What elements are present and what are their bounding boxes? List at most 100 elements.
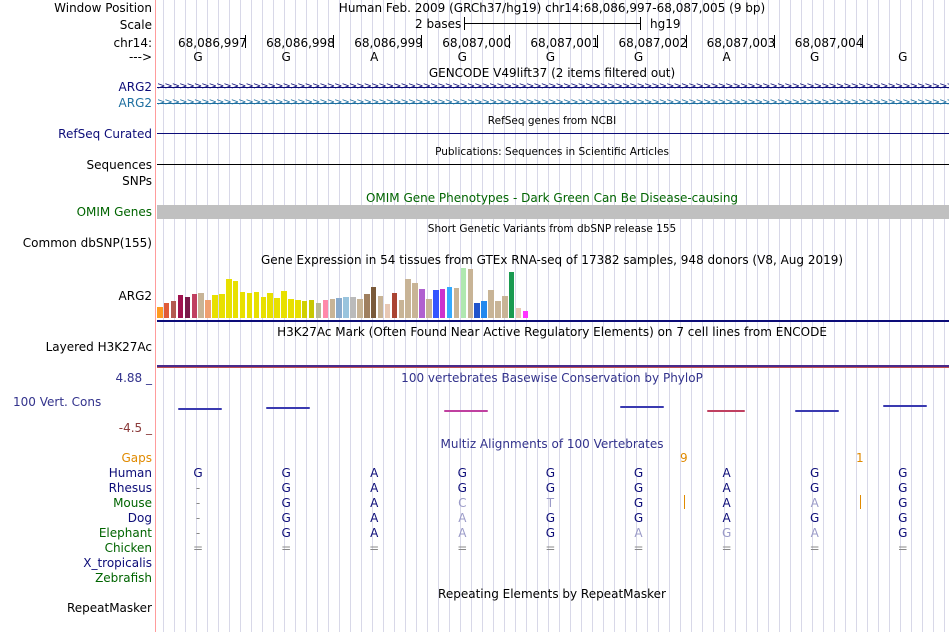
gtex-tissue-bar[interactable] [308,300,315,318]
gtex-tissue-bar[interactable] [198,293,204,318]
gtex-tissue-bar[interactable] [495,301,501,318]
gridline [823,0,824,632]
omim-title[interactable]: OMIM Gene Phenotypes - Dark Green Can Be… [365,191,739,205]
gtex-tissue-bar[interactable] [522,311,529,318]
alignment-base: G [633,466,644,480]
gtex-tissue-bar[interactable] [253,292,260,318]
h3k27-title[interactable]: H3K27Ac Mark (Often Found Near Active Re… [277,325,827,339]
gtex-tissue-bar[interactable] [391,293,398,318]
gtex-tissue-bar[interactable] [232,281,239,318]
gridline [845,0,846,632]
gtex-tissue-bar[interactable] [474,303,480,318]
alignment-base: G [281,511,291,525]
gtex-tissue-bar[interactable] [439,289,446,318]
gtex-bar-chart[interactable] [157,268,537,318]
reference-base: G [545,50,556,64]
gtex-tissue-bar[interactable] [350,297,356,318]
sequences-label[interactable]: Sequences [86,158,152,172]
gtex-tissue-bar[interactable] [488,290,494,318]
phylop-label[interactable]: 100 Vert. Cons [13,395,102,409]
omim-label[interactable]: OMIM Genes [76,205,152,219]
phylop-title[interactable]: 100 vertebrates Basewise Conservation by… [401,371,703,385]
gaps-label[interactable]: Gaps [121,451,152,465]
gridline [614,0,615,632]
gtex-tissue-bar[interactable] [288,299,294,318]
gtex-tissue-bar[interactable] [377,296,384,318]
gtex-tissue-bar[interactable] [460,268,467,318]
gtex-label[interactable]: ARG2 [118,289,152,303]
refseq-title[interactable]: RefSeq genes from NCBI [487,115,617,127]
gencode-arg2-feature-2[interactable] [157,103,949,104]
gtex-tissue-bar[interactable] [453,288,460,318]
gencode-arg2-feature-1[interactable] [157,87,949,88]
gtex-tissue-bar[interactable] [163,303,170,318]
dbsnp-title[interactable]: Short Genetic Variants from dbSNP releas… [427,223,677,235]
refseq-feature[interactable] [157,133,949,134]
species-label-dog[interactable]: Dog [127,511,152,525]
gtex-tissue-bar[interactable] [343,297,349,318]
phylop-score-mark [620,406,664,408]
sequences-feature[interactable] [157,164,949,165]
gtex-tissue-bar[interactable] [398,300,404,318]
gtex-tissue-bar[interactable] [295,300,301,318]
gtex-tissue-bar[interactable] [508,272,515,318]
gtex-tissue-bar[interactable] [274,298,280,318]
gtex-tissue-bar[interactable] [357,299,363,318]
species-label-chicken[interactable]: Chicken [104,541,152,555]
sequences-title[interactable]: Publications: Sequences in Scientific Ar… [435,146,669,158]
repeatmasker-label[interactable]: RepeatMasker [66,601,152,615]
reference-base: G [193,50,203,64]
species-label-x_tropicalis[interactable]: X_tropicalis [83,556,152,570]
gtex-tissue-bar[interactable] [191,294,197,318]
window-position-value[interactable]: Human Feb. 2009 (GRCh37/hg19) chr14:68,0… [338,1,766,15]
gtex-tissue-bar[interactable] [260,297,266,318]
gtex-tissue-bar[interactable] [405,279,411,318]
species-label-rhesus[interactable]: Rhesus [108,481,152,495]
gtex-tissue-bar[interactable] [370,287,377,318]
repeatmasker-title[interactable]: Repeating Elements by RepeatMasker [438,587,666,601]
gtex-tissue-bar[interactable] [177,295,184,318]
gtex-tissue-bar[interactable] [412,283,418,318]
gtex-tissue-bar[interactable] [433,290,439,318]
gtex-tissue-bar[interactable] [446,287,453,318]
gtex-tissue-bar[interactable] [205,300,211,318]
gtex-tissue-bar[interactable] [170,301,177,318]
gtex-tissue-bar[interactable] [281,291,287,318]
gtex-tissue-bar[interactable] [419,289,425,318]
gtex-tissue-bar[interactable] [467,269,473,318]
dbsnp-label[interactable]: Common dbSNP(155) [22,236,152,250]
gtex-tissue-bar[interactable] [246,293,253,318]
gencode-arg2-label-2[interactable]: ARG2 [118,96,152,110]
gtex-tissue-bar[interactable] [267,293,273,318]
gtex-tissue-bar[interactable] [384,304,391,318]
species-label-human[interactable]: Human [108,466,152,480]
gtex-tissue-bar[interactable] [226,279,232,318]
refseq-label[interactable]: RefSeq Curated [58,127,152,141]
gtex-tissue-bar[interactable] [329,299,335,318]
gtex-tissue-bar[interactable] [212,295,218,318]
gtex-tissue-bar[interactable] [426,299,432,318]
gtex-tissue-bar[interactable] [364,294,370,318]
gtex-tissue-bar[interactable] [336,298,342,318]
gtex-tissue-bar[interactable] [239,292,246,318]
gtex-tissue-bar[interactable] [301,301,308,318]
gencode-title[interactable]: GENCODE V49lift37 (2 items filtered out) [428,66,676,80]
gtex-title[interactable]: Gene Expression in 54 tissues from GTEx … [260,253,844,267]
species-label-zebrafish[interactable]: Zebrafish [95,571,152,585]
alignment-base: - [195,496,201,510]
gtex-tissue-bar[interactable] [184,297,191,318]
species-label-mouse[interactable]: Mouse [113,496,152,510]
gtex-tissue-bar[interactable] [157,307,163,318]
gtex-tissue-bar[interactable] [322,300,329,318]
gtex-tissue-bar[interactable] [502,296,508,318]
gtex-tissue-bar[interactable] [515,308,522,318]
snps-label[interactable]: SNPs [122,174,152,188]
h3k27-label[interactable]: Layered H3K27Ac [45,340,152,354]
gencode-arg2-label-1[interactable]: ARG2 [118,80,152,94]
multiz-title[interactable]: Multiz Alignments of 100 Vertebrates [440,437,664,451]
gtex-tissue-bar[interactable] [219,294,225,318]
omim-feature[interactable] [157,205,949,219]
gtex-tissue-bar[interactable] [481,301,487,318]
species-label-elephant[interactable]: Elephant [98,526,152,540]
gtex-tissue-bar[interactable] [315,303,322,318]
